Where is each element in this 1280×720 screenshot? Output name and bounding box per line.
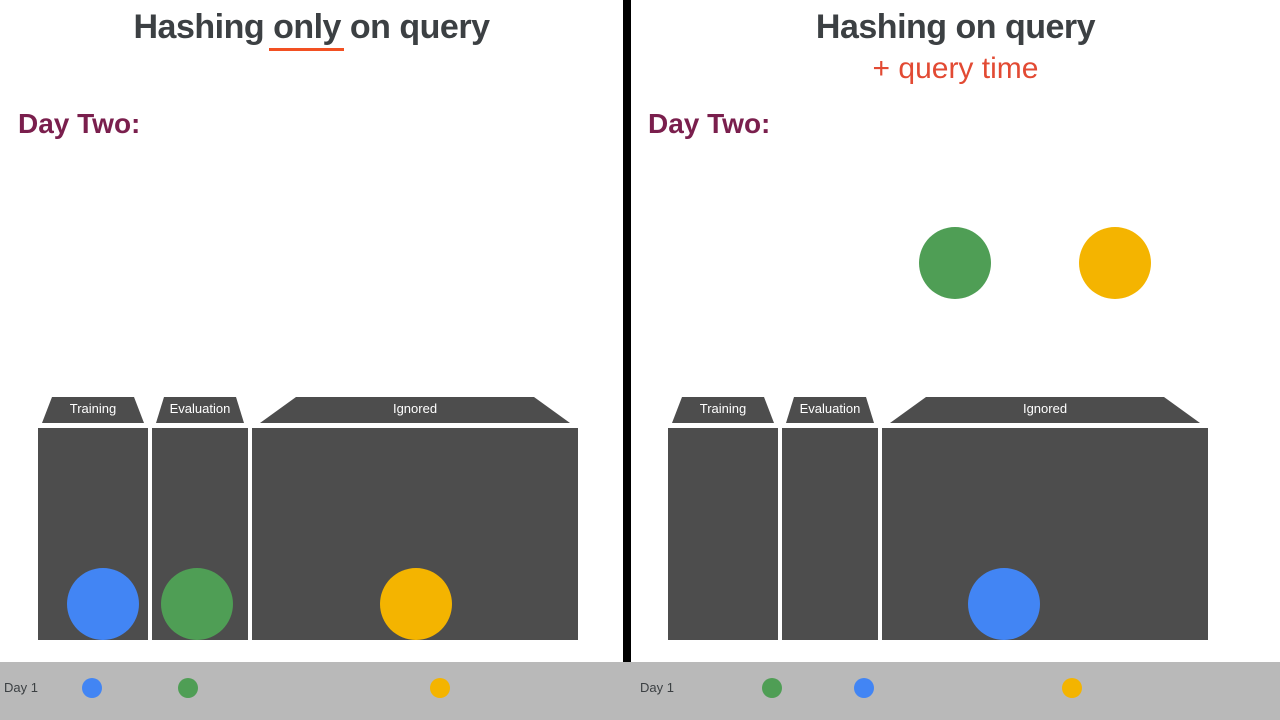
right-green-circle-floating (919, 227, 991, 299)
right-evaluation-label: Evaluation (794, 401, 866, 416)
left-timeline-green-dot (178, 678, 198, 698)
right-training-label: Training (682, 401, 764, 416)
right-evaluation-bucket (782, 428, 878, 640)
right-blue-circle (968, 568, 1040, 640)
right-yellow-circle-floating (1079, 227, 1151, 299)
panel-title: Hashing on query (631, 8, 1280, 47)
right-timeline-yellow-dot (1062, 678, 1082, 698)
left-timeline-yellow-dot (430, 678, 450, 698)
right-ignored-bucket (882, 428, 1208, 640)
only-underline (269, 48, 344, 51)
left-ignored-label: Ignored (296, 401, 534, 416)
center-divider (623, 0, 631, 720)
left-evaluation-label: Evaluation (164, 401, 236, 416)
left-blue-circle (67, 568, 139, 640)
left-green-circle (161, 568, 233, 640)
panel-title: Hashing only on query (0, 8, 623, 47)
right-training-bucket (668, 428, 778, 640)
timeline-day-label: Day 1 (640, 680, 674, 695)
timeline-day-label: Day 1 (4, 680, 38, 695)
left-training-label: Training (52, 401, 134, 416)
right-timeline-blue-dot (854, 678, 874, 698)
right-timeline-green-dot (762, 678, 782, 698)
panel-subtitle: + query time (631, 52, 1280, 86)
day-label: Day Two: (648, 108, 770, 140)
right-ignored-label: Ignored (926, 401, 1164, 416)
left-timeline-blue-dot (82, 678, 102, 698)
day-label: Day Two: (18, 108, 140, 140)
left-yellow-circle (380, 568, 452, 640)
